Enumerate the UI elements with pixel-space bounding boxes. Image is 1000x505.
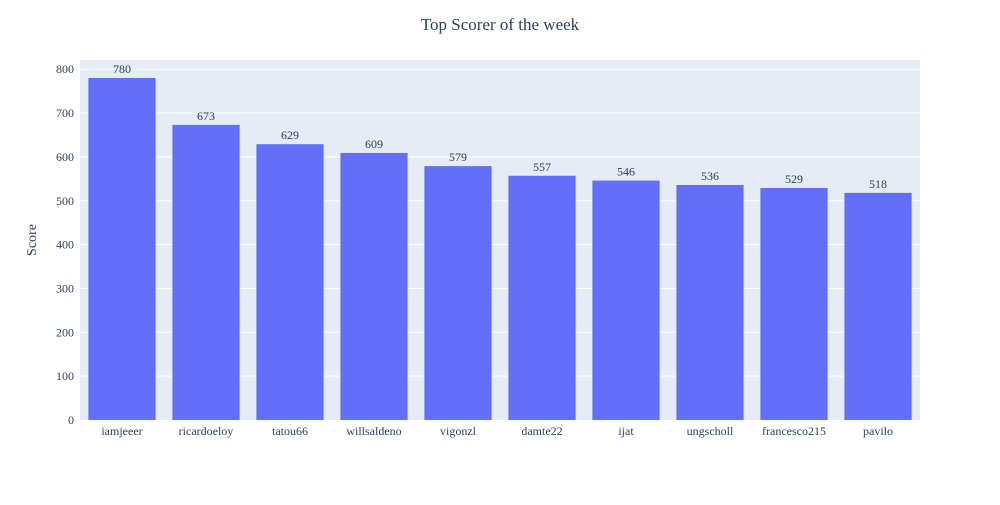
x-tick-label: ungscholl (687, 424, 734, 438)
bar-damte22[interactable] (508, 175, 576, 420)
bar-value-label: 609 (365, 137, 383, 151)
bar-vigonzl[interactable] (424, 166, 492, 420)
x-tick-label: willsaldeno (346, 424, 401, 438)
y-tick-label: 200 (56, 325, 74, 339)
bar-value-label: 780 (113, 62, 131, 76)
y-axis-tick-labels: 0 100 200 300 400 500 600 700 800 (56, 62, 74, 427)
y-tick-label: 0 (68, 413, 74, 427)
x-tick-label: tatou66 (272, 424, 308, 438)
x-tick-label: damte22 (521, 424, 562, 438)
y-tick-label: 500 (56, 194, 74, 208)
bar-value-label: 579 (449, 150, 467, 164)
y-tick-label: 400 (56, 238, 74, 252)
bars (88, 77, 912, 421)
chart-title: Top Scorer of the week (421, 15, 580, 34)
bar-francesco215[interactable] (760, 188, 828, 420)
x-tick-label: ricardoeloy (179, 424, 234, 438)
bar-ungscholl[interactable] (676, 184, 744, 420)
bar-tatou66[interactable] (256, 144, 324, 421)
y-tick-label: 600 (56, 150, 74, 164)
bar-value-label: 629 (281, 128, 299, 142)
y-axis-label: Score (25, 224, 40, 256)
x-axis-tick-labels: iamjeeer ricardoeloy tatou66 willsaldeno vig… (101, 424, 893, 438)
x-tick-label: vigonzl (440, 424, 477, 438)
bar-value-label: 536 (701, 169, 719, 183)
x-tick-label: pavilo (863, 424, 893, 438)
bar-iamjeeer[interactable] (88, 77, 156, 420)
bar-value-label: 546 (617, 165, 635, 179)
x-tick-label: iamjeeer (101, 424, 142, 438)
bar-value-label: 673 (197, 109, 215, 123)
bar-ricardoeloy[interactable] (172, 124, 240, 420)
bar-labels: 780 673 629 609 579 557 546 536 529 518 (113, 62, 887, 191)
bar-pavilo[interactable] (844, 192, 912, 420)
bar-willsaldeno[interactable] (340, 152, 408, 420)
y-tick-label: 800 (56, 62, 74, 76)
y-tick-label: 100 (56, 369, 74, 383)
x-tick-label: ijat (618, 424, 634, 438)
bar-value-label: 557 (533, 160, 551, 174)
bar-value-label: 529 (785, 172, 803, 186)
x-tick-label: francesco215 (762, 424, 826, 438)
bar-value-label: 518 (869, 177, 887, 191)
bar-ijat[interactable] (592, 180, 660, 420)
y-tick-label: 700 (56, 106, 74, 120)
y-tick-label: 300 (56, 281, 74, 295)
